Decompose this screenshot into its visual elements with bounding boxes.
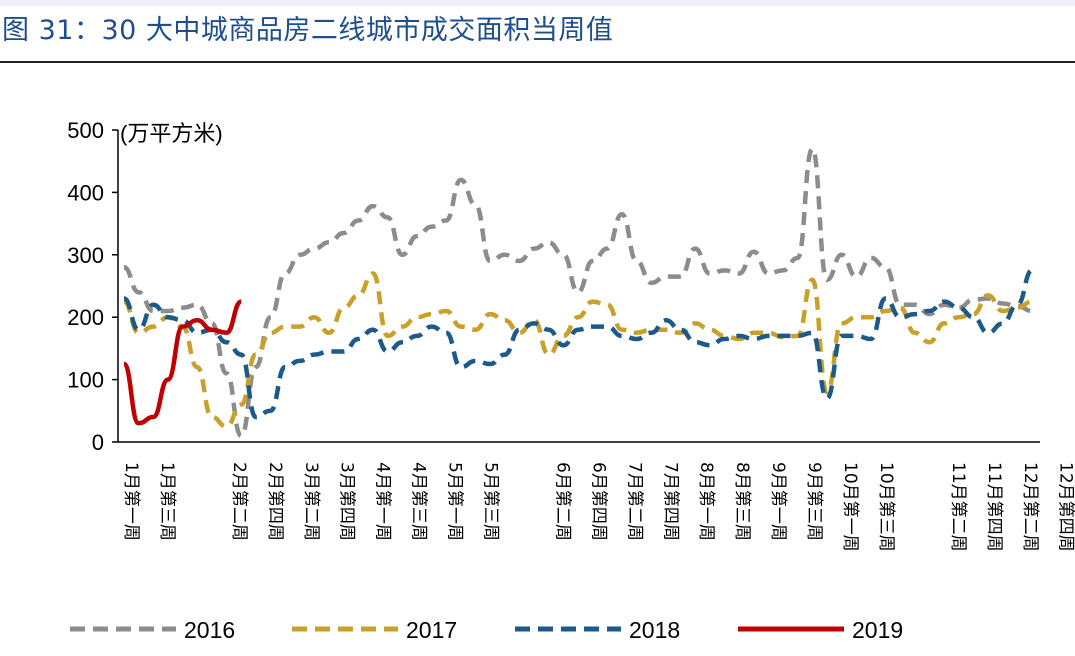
x-tick-label-group: 5月第三周 — [481, 462, 501, 541]
x-tick-label: 10月第三周 — [876, 462, 896, 552]
x-axis-ticks: 1月第一周 1月第三周 2月第二周 2月第四周 3月第二周 3月第四周 4月第一周 4月第三周… — [121, 462, 1075, 552]
x-tick-label: 2月第二周 — [229, 462, 249, 541]
y-axis-unit-label: (万平方米) — [120, 121, 223, 146]
x-tick-label: 12月第四周 — [1056, 462, 1075, 552]
x-tick-label: 6月第四周 — [588, 462, 608, 541]
x-tick-label-group: 1月第一周 — [121, 462, 141, 541]
x-tick-label-group: 8月第三周 — [732, 462, 752, 541]
legend-label-2017: 2017 — [406, 617, 457, 643]
x-tick-label-group: 10月第三周 — [876, 462, 896, 552]
top-band — [0, 0, 1075, 6]
x-tick-label-group: 11月第四周 — [984, 462, 1004, 552]
x-tick-label-group: 6月第二周 — [552, 462, 572, 541]
chart-title: 图 31：30 大中城商品房二线城市成交面积当周值 — [2, 15, 614, 46]
x-tick-label-group: 9月第一周 — [768, 462, 788, 541]
x-tick-label: 11月第二周 — [948, 462, 968, 552]
x-tick-label-group: 3月第四周 — [337, 462, 357, 541]
x-tick-label: 1月第三周 — [157, 462, 177, 541]
x-tick-label: 2月第四周 — [265, 462, 285, 541]
x-tick-label-group: 12月第四周 — [1056, 462, 1075, 552]
x-tick-label-group: 8月第一周 — [696, 462, 716, 541]
x-tick-label-group: 7月第四周 — [660, 462, 680, 541]
x-tick-label: 8月第一周 — [696, 462, 716, 541]
x-tick-label: 9月第一周 — [768, 462, 788, 541]
x-tick-label: 5月第一周 — [445, 462, 465, 541]
legend-label-2019: 2019 — [852, 617, 903, 643]
x-tick-label-group: 1月第三周 — [157, 462, 177, 541]
y-axis-ticks: 0 100 200 300 400 500 — [67, 118, 118, 455]
y-tick-label: 0 — [92, 430, 104, 455]
series-line-2018 — [122, 268, 1034, 420]
y-tick-label: 100 — [67, 368, 104, 393]
legend-label-2016: 2016 — [184, 617, 235, 643]
x-tick-label-group: 10月第一周 — [840, 462, 860, 552]
x-tick-label: 7月第二周 — [624, 462, 644, 541]
series-lines — [121, 146, 1034, 439]
x-tick-label: 4月第一周 — [373, 462, 393, 541]
x-tick-label-group: 5月第一周 — [445, 462, 465, 541]
x-tick-label: 5月第三周 — [481, 462, 501, 541]
x-tick-label: 3月第四周 — [337, 462, 357, 541]
legend: 2016 2017 2018 2019 — [70, 617, 903, 643]
series-line-2016 — [123, 146, 1033, 439]
x-tick-label: 6月第二周 — [552, 462, 572, 541]
x-tick-label-group: 4月第一周 — [373, 462, 393, 541]
axes — [117, 130, 1040, 443]
y-tick-label: 500 — [67, 118, 104, 143]
x-tick-label-group: 3月第二周 — [301, 462, 321, 541]
x-tick-label: 7月第四周 — [660, 462, 680, 541]
x-tick-label: 1月第一周 — [121, 462, 141, 541]
x-tick-label-group: 2月第二周 — [229, 462, 249, 541]
x-tick-label: 11月第四周 — [984, 462, 1004, 552]
series-line-2019 — [121, 299, 243, 426]
x-tick-label: 12月第二周 — [1020, 462, 1040, 552]
x-tick-label: 8月第三周 — [732, 462, 752, 541]
x-tick-label-group: 4月第三周 — [409, 462, 429, 541]
x-tick-label: 4月第三周 — [409, 462, 429, 541]
x-tick-label-group: 11月第二周 — [948, 462, 968, 552]
y-tick-label: 200 — [67, 305, 104, 330]
series-line-2017 — [122, 271, 1033, 429]
x-tick-label-group: 9月第三周 — [804, 462, 824, 541]
legend-label-2018: 2018 — [629, 617, 680, 643]
y-tick-label: 400 — [67, 180, 104, 205]
x-tick-label: 3月第二周 — [301, 462, 321, 541]
x-tick-label-group: 7月第二周 — [624, 462, 644, 541]
y-tick-label: 300 — [67, 243, 104, 268]
title-divider — [0, 61, 1075, 63]
x-tick-label-group: 6月第四周 — [588, 462, 608, 541]
x-tick-label: 10月第一周 — [840, 462, 860, 552]
x-tick-label-group: 2月第四周 — [265, 462, 285, 541]
x-tick-label: 9月第三周 — [804, 462, 824, 541]
x-tick-label-group: 12月第二周 — [1020, 462, 1040, 552]
